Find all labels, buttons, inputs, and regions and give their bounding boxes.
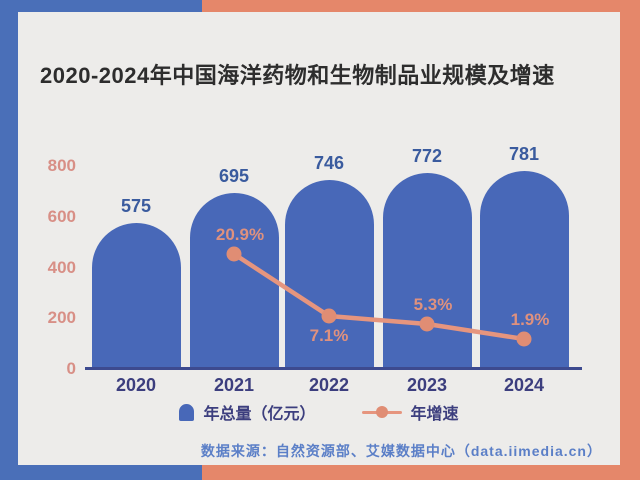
y-tick-label: 800 — [47, 156, 76, 175]
growth-rate-label: 5.3% — [413, 295, 453, 314]
bar-value-label: 695 — [218, 166, 250, 186]
bar-2020 — [91, 223, 181, 367]
bar-2021 — [189, 193, 279, 367]
legend: 年总量（亿元） 年增速 — [18, 401, 620, 423]
bar-series-icon — [179, 403, 195, 421]
x-tick-label-2024: 2024 — [503, 375, 545, 395]
x-tick-label-2021: 2021 — [213, 375, 255, 395]
bar-2024 — [479, 171, 569, 367]
line-series-dot-icon — [375, 406, 388, 418]
y-tick-label: 0 — [66, 359, 76, 378]
chart-title: 2020-2024年中国海洋药物和生物制品业规模及增速 — [40, 63, 555, 88]
growth-rate-label: 1.9% — [510, 310, 550, 329]
bar-value-label: 575 — [120, 196, 152, 216]
x-tick-label-2023: 2023 — [406, 375, 448, 395]
legend-bar-label: 年总量（亿元） — [203, 406, 316, 423]
data-source: 数据来源：自然资源部、艾媒数据中心（data.iimedia.cn） — [200, 443, 602, 459]
growth-rate-label: 7.1% — [309, 326, 349, 345]
line-series-icon — [361, 406, 402, 418]
bar-value-label: 772 — [411, 146, 443, 166]
y-tick-label: 400 — [47, 258, 76, 277]
bar-2023 — [382, 173, 472, 367]
bar-value-label: 781 — [508, 144, 540, 164]
legend-line-label: 年增速 — [410, 406, 459, 423]
growth-rate-label: 20.9% — [215, 225, 265, 244]
x-tick-label-2022: 2022 — [308, 375, 350, 395]
y-tick-label: 600 — [47, 207, 76, 226]
y-tick-label: 200 — [47, 308, 76, 327]
bar-value-label: 746 — [313, 153, 345, 173]
legend-item-total: 年总量（亿元） — [179, 400, 316, 424]
x-axis-line — [85, 367, 582, 370]
x-tick-label-2020: 2020 — [115, 375, 157, 395]
legend-item-growth: 年增速 — [361, 400, 459, 424]
